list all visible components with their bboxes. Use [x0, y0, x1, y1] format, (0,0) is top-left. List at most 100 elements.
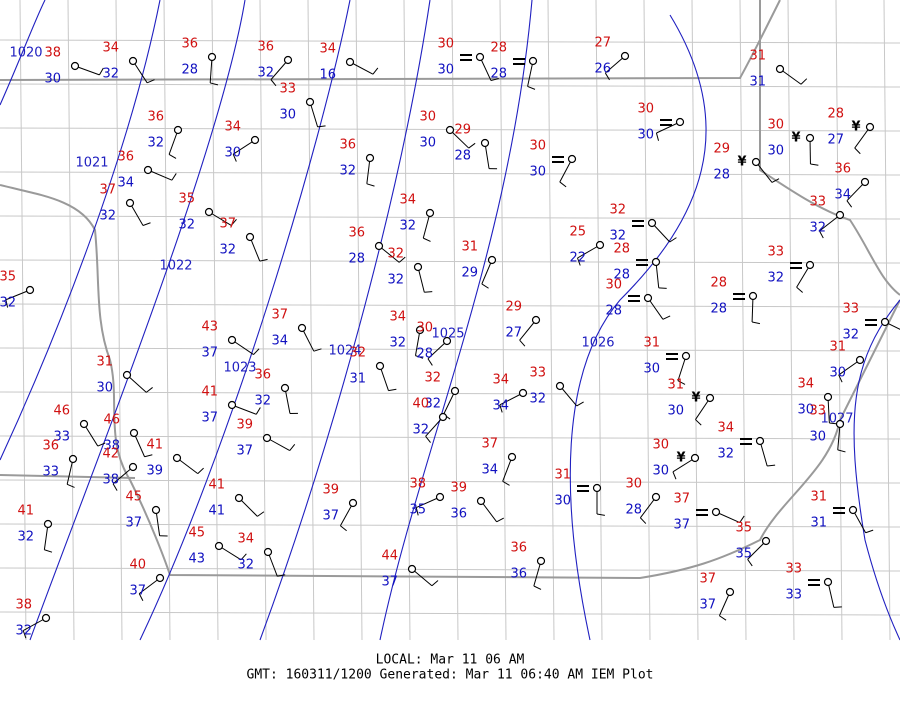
temperature: 38	[44, 46, 61, 61]
dewpoint: 35	[735, 547, 752, 562]
dewpoint: 32	[178, 218, 195, 233]
temperature: 30	[529, 139, 546, 154]
dewpoint: 22	[569, 251, 586, 266]
station-circle	[622, 53, 629, 60]
dewpoint: 32	[809, 221, 826, 236]
station-circle	[175, 127, 182, 134]
temperature: 35	[735, 521, 752, 536]
temperature: 39	[236, 418, 253, 433]
temperature: 28	[613, 242, 630, 257]
snow-symbol: ¥	[851, 120, 860, 135]
dewpoint: 28	[181, 63, 198, 78]
station-circle	[753, 159, 760, 166]
dewpoint: 32	[717, 447, 734, 462]
temperature: 30	[416, 321, 433, 336]
dewpoint: 32	[219, 243, 236, 258]
station-circle	[130, 464, 137, 471]
dewpoint: 33	[42, 465, 59, 480]
station-circle	[27, 287, 34, 294]
dewpoint: 30	[643, 362, 660, 377]
temperature: 33	[785, 562, 802, 577]
temperature: 31	[96, 355, 113, 370]
station-circle	[444, 338, 451, 345]
station-circle	[653, 259, 660, 266]
dewpoint: 37	[201, 346, 218, 361]
station-circle	[157, 575, 164, 582]
isobar-label: 1020	[9, 46, 42, 61]
station-circle	[236, 495, 243, 502]
dewpoint: 38	[102, 473, 119, 488]
snow-symbol: ¥	[691, 391, 700, 406]
station-circle	[265, 549, 272, 556]
station-circle	[299, 325, 306, 332]
dewpoint: 16	[319, 68, 336, 83]
station-circle	[130, 58, 137, 65]
station-circle	[447, 127, 454, 134]
station-circle	[282, 385, 289, 392]
temperature: 30	[767, 118, 784, 133]
temperature: 32	[424, 371, 441, 386]
temperature: 41	[146, 438, 163, 453]
dewpoint: 30	[224, 146, 241, 161]
station-circle	[645, 295, 652, 302]
temperature: 41	[201, 385, 218, 400]
dewpoint: 27	[505, 326, 522, 341]
station-circle	[707, 395, 714, 402]
temperature: 33	[842, 302, 859, 317]
dewpoint: 37	[129, 584, 146, 599]
footer-gmt: GMT: 160311/1200 Generated: Mar 11 06:40…	[247, 668, 654, 683]
station-circle	[437, 494, 444, 501]
station-circle	[70, 456, 77, 463]
dewpoint: 30	[637, 128, 654, 143]
station-circle	[837, 212, 844, 219]
temperature: 38	[409, 477, 426, 492]
station-circle	[285, 57, 292, 64]
station-circle	[174, 455, 181, 462]
dewpoint: 32	[399, 219, 416, 234]
temperature: 33	[767, 245, 784, 260]
temperature: 31	[810, 490, 827, 505]
dewpoint: 29	[461, 266, 478, 281]
temperature: 30	[652, 438, 669, 453]
isobar-label: 1026	[581, 336, 614, 351]
station-circle	[229, 337, 236, 344]
station-circle	[477, 54, 484, 61]
temperature: 44	[381, 549, 398, 564]
temperature: 42	[102, 447, 119, 462]
temperature: 41	[17, 504, 34, 519]
station-circle	[763, 538, 770, 545]
dewpoint: 34	[492, 399, 509, 414]
temperature: 36	[257, 40, 274, 55]
station-circle	[127, 200, 134, 207]
temperature: 34	[237, 532, 254, 547]
station-circle	[509, 454, 516, 461]
dewpoint: 37	[236, 444, 253, 459]
dewpoint: 26	[594, 62, 611, 77]
temperature: 43	[201, 320, 218, 335]
dewpoint: 37	[125, 516, 142, 531]
dewpoint: 32	[99, 209, 116, 224]
temperature: 37	[481, 437, 498, 452]
dewpoint: 37	[201, 411, 218, 426]
temperature: 32	[609, 203, 626, 218]
temperature: 45	[188, 526, 205, 541]
station-circle	[727, 589, 734, 596]
station-circle	[206, 209, 213, 216]
temperature: 33	[529, 366, 546, 381]
dewpoint: 28	[348, 252, 365, 267]
temperature: 37	[699, 572, 716, 587]
temperature: 36	[348, 226, 365, 241]
dewpoint: 36	[450, 507, 467, 522]
temperature: 34	[389, 310, 406, 325]
station-circle	[857, 357, 864, 364]
temperature: 37	[271, 308, 288, 323]
station-circle	[807, 135, 814, 142]
dewpoint: 32	[102, 67, 119, 82]
station-circle	[216, 543, 223, 550]
dewpoint: 28	[713, 168, 730, 183]
dewpoint: 31	[749, 75, 766, 90]
dewpoint: 28	[625, 503, 642, 518]
station-circle	[427, 210, 434, 217]
dewpoint: 27	[827, 133, 844, 148]
station-circle	[209, 54, 216, 61]
